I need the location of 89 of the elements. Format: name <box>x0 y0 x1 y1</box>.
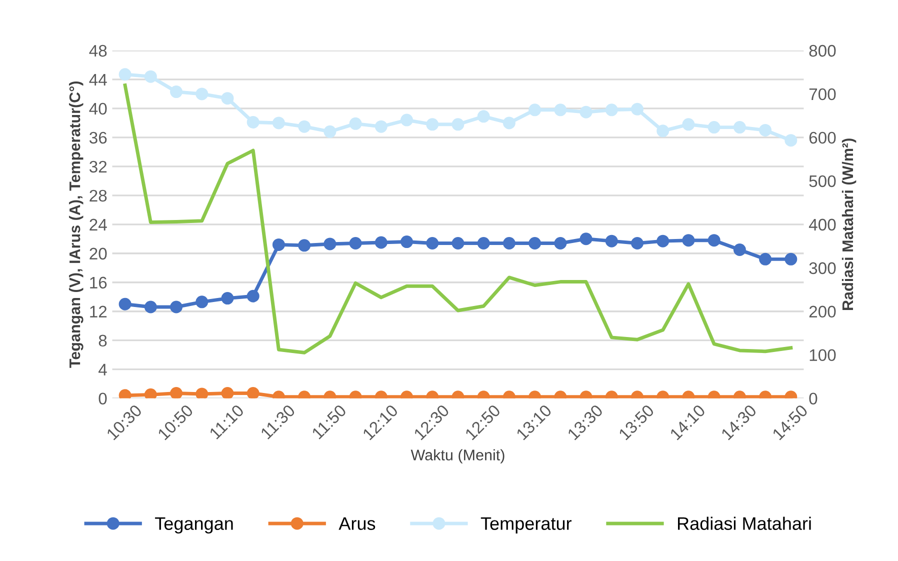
y2-tick-label: 200 <box>809 306 836 318</box>
y-tick-label: 24 <box>90 218 107 230</box>
point <box>784 134 798 147</box>
y-tick-label: 0 <box>98 392 107 405</box>
point <box>298 239 311 252</box>
y2-tick-label: 800 <box>809 44 836 57</box>
point <box>400 114 414 126</box>
point <box>298 120 311 133</box>
point <box>656 124 670 138</box>
point <box>502 236 516 250</box>
point <box>144 388 157 398</box>
y2-tick-label: 0 <box>809 392 818 405</box>
point <box>196 88 208 100</box>
point <box>196 296 208 308</box>
point <box>196 388 208 398</box>
point <box>400 236 414 248</box>
y-tick-label: 48 <box>89 44 107 57</box>
point <box>554 236 567 250</box>
y-tick-label: 20 <box>90 248 107 260</box>
point <box>605 104 618 116</box>
x-axis-title: Waktu (Menit) <box>410 449 504 464</box>
y-tick-label: 8 <box>98 334 107 347</box>
point <box>528 236 542 250</box>
point <box>708 121 720 134</box>
y2-tick-label: 100 <box>810 349 836 362</box>
y-axis-title: Tegangan (V), IArus (A), Temperatur(C°) <box>68 81 84 368</box>
point <box>580 106 592 118</box>
point <box>170 86 183 98</box>
point <box>656 234 670 248</box>
y-tick-label: 44 <box>89 74 107 86</box>
point <box>733 121 746 134</box>
point <box>349 117 362 130</box>
point <box>452 118 464 131</box>
y-tick-label: 12 <box>90 306 107 318</box>
point <box>324 238 336 250</box>
point <box>682 234 695 247</box>
point <box>580 232 592 246</box>
y2-tick-label: 500 <box>809 175 836 188</box>
point <box>170 300 183 314</box>
point <box>682 118 695 131</box>
point <box>759 124 772 136</box>
legend-label: Arus <box>338 517 376 530</box>
y2-tick-label: 400 <box>808 218 836 231</box>
point <box>272 238 285 251</box>
point <box>502 116 516 130</box>
point <box>708 234 720 247</box>
point <box>784 252 798 266</box>
y2-tick-label: 300 <box>809 262 836 274</box>
y-tick-label: 4 <box>98 364 107 376</box>
point <box>733 244 746 256</box>
point <box>246 386 260 398</box>
y-tick-label: 16 <box>90 276 107 289</box>
y-tick-label: 40 <box>89 102 107 115</box>
y2-tick-label: 700 <box>809 88 836 100</box>
point <box>170 386 183 398</box>
y-tick-label: 32 <box>89 160 107 173</box>
line-series <box>123 84 793 354</box>
legend-label: Radiasi Matahari <box>678 516 811 530</box>
y2-axis-title: Radiasi Matahari (W/m²) <box>842 138 856 310</box>
point <box>374 236 388 249</box>
point <box>452 236 464 250</box>
point <box>554 104 567 116</box>
y2-tick-label: 600 <box>809 132 836 144</box>
point <box>630 236 644 250</box>
point <box>246 290 260 302</box>
point <box>272 116 285 130</box>
point <box>221 292 234 305</box>
point <box>118 68 132 81</box>
point <box>374 120 388 133</box>
point <box>426 236 439 250</box>
point <box>221 92 234 105</box>
point <box>118 298 132 310</box>
point <box>477 110 490 123</box>
point <box>324 125 336 138</box>
point <box>349 236 362 250</box>
point <box>759 252 772 266</box>
point <box>144 70 157 83</box>
point <box>144 300 157 314</box>
point <box>221 386 234 398</box>
point <box>246 116 260 128</box>
legend-label: Temperatur <box>480 517 572 534</box>
y-tick-label: 36 <box>89 132 107 144</box>
y-tick-label: 28 <box>90 190 107 202</box>
point <box>630 102 644 116</box>
point <box>528 104 542 116</box>
legend-label: Tegangan <box>155 517 233 534</box>
point <box>477 236 490 250</box>
point <box>426 118 439 131</box>
point <box>605 234 618 248</box>
